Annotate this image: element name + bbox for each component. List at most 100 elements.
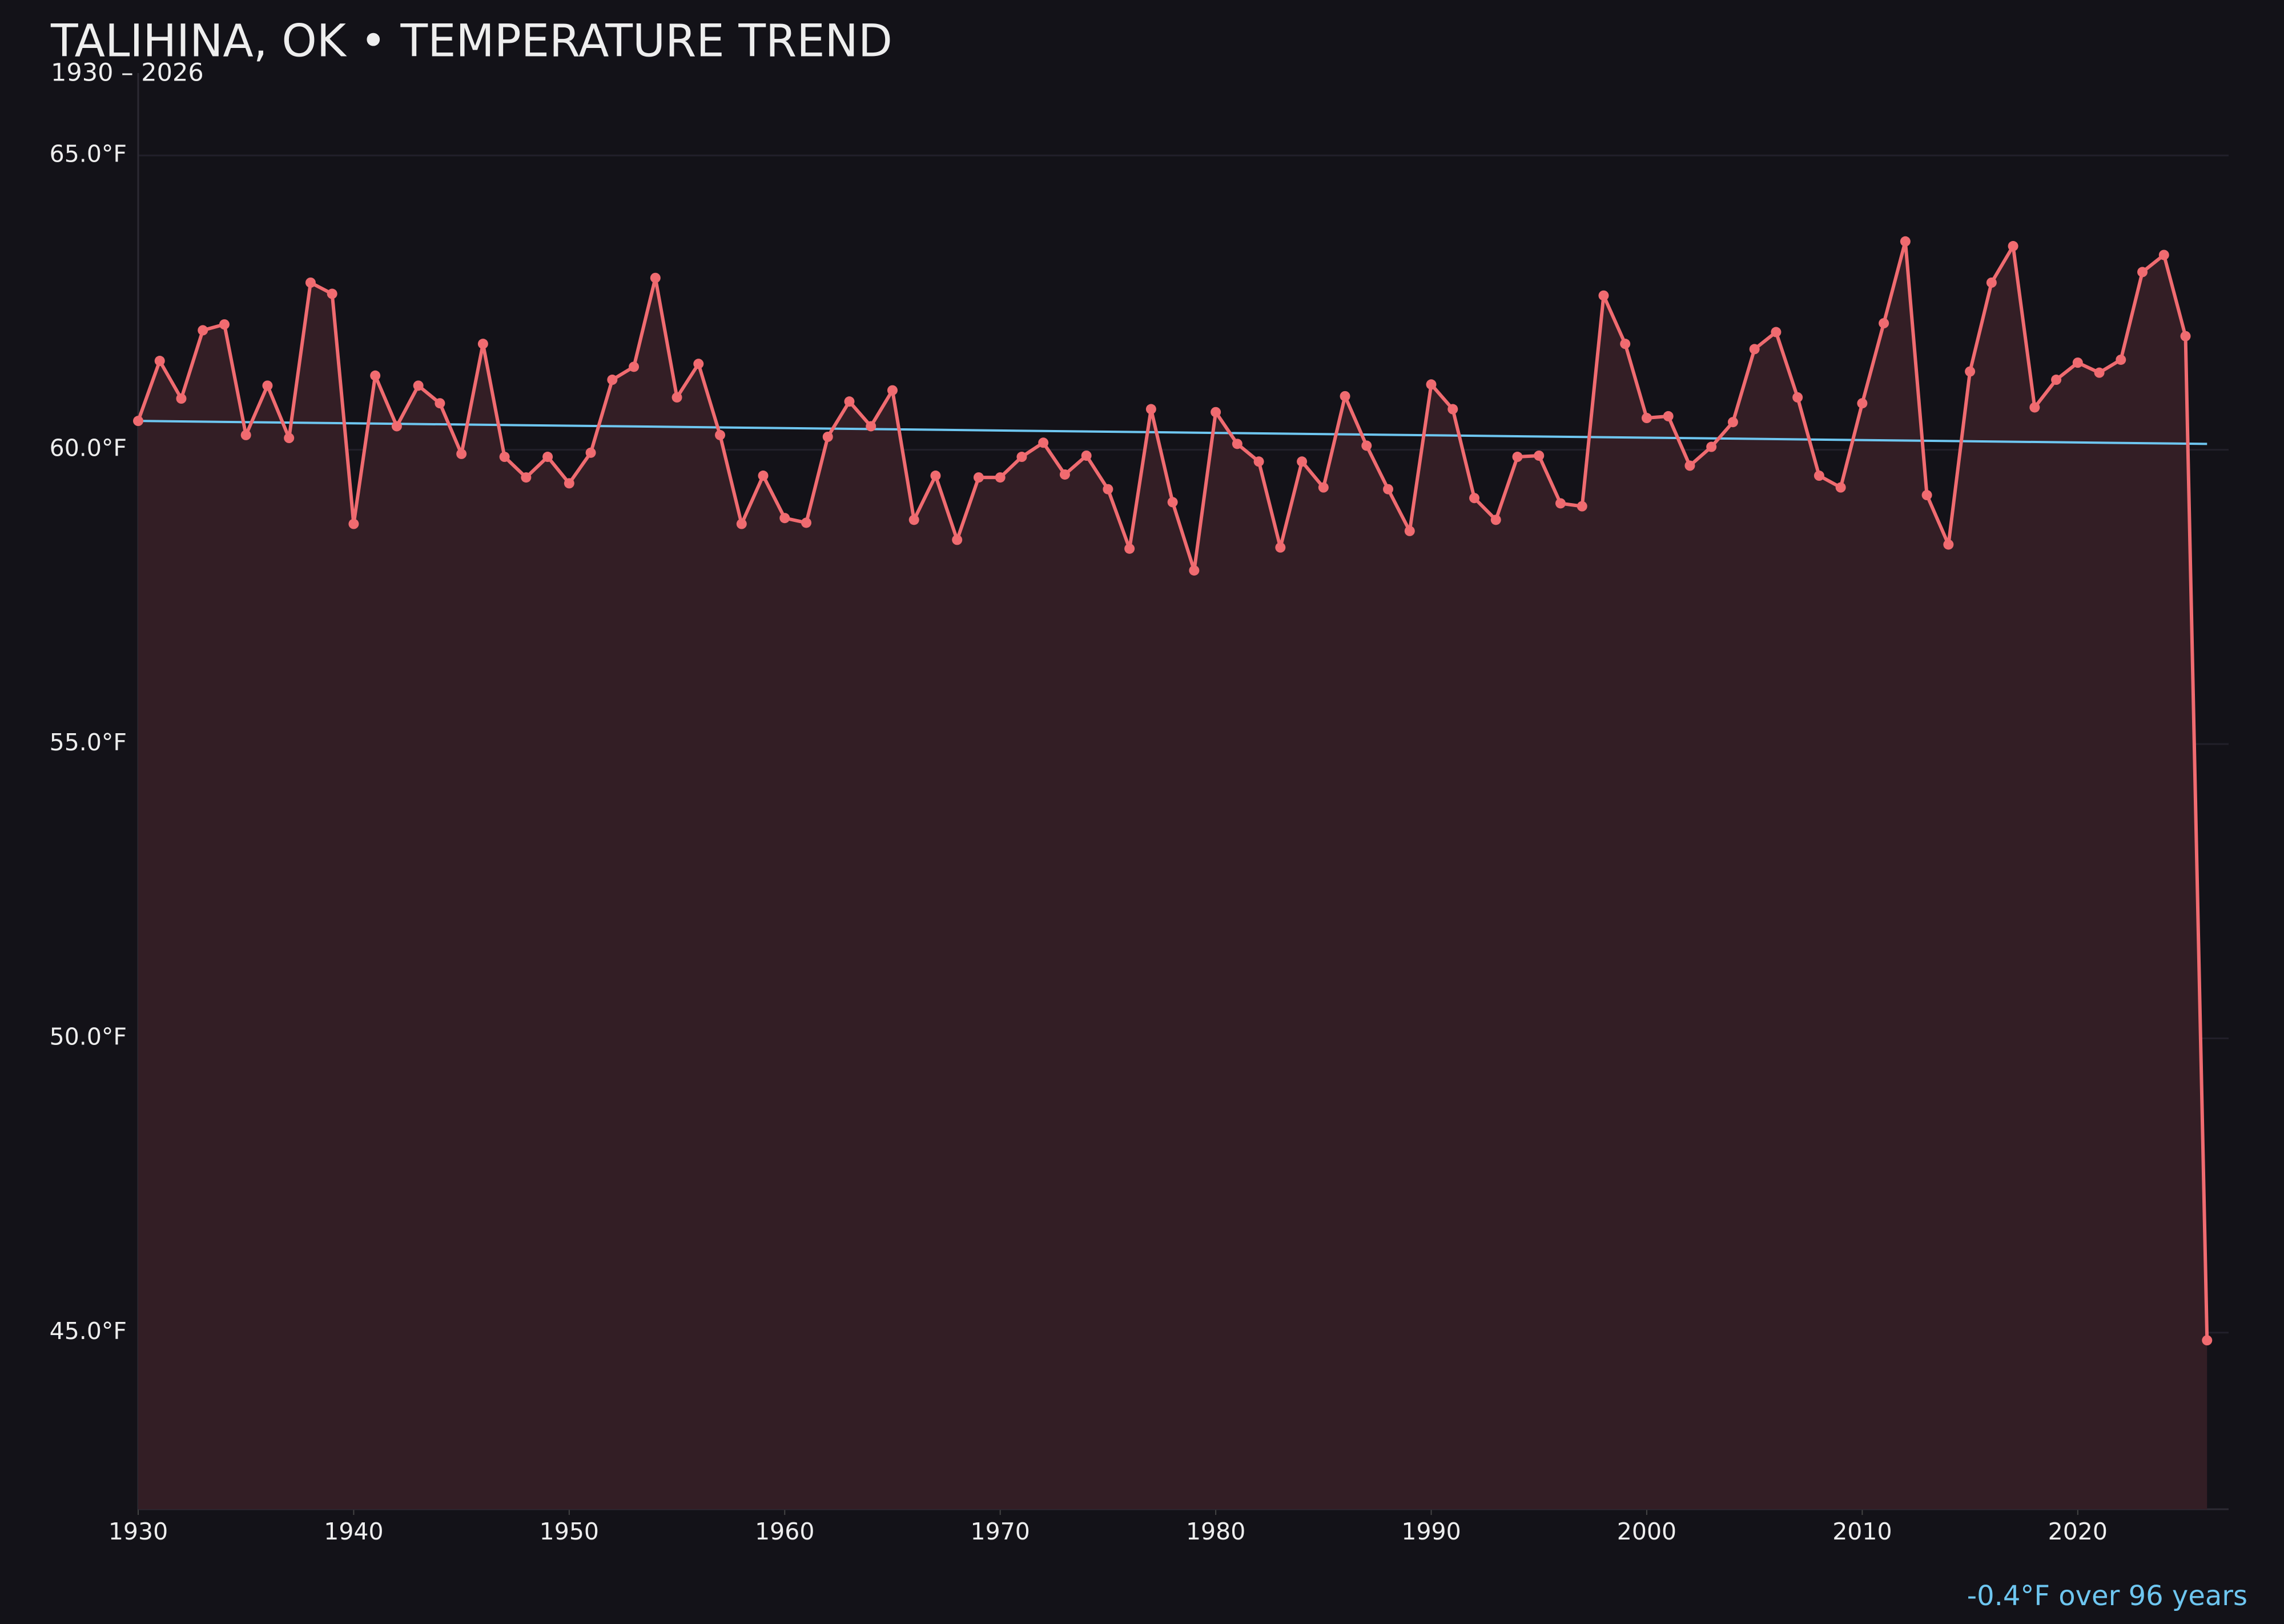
point bbox=[801, 517, 812, 528]
point bbox=[1189, 565, 1200, 576]
point bbox=[305, 277, 316, 288]
point bbox=[1727, 417, 1738, 428]
point bbox=[1490, 514, 1501, 525]
trend-line bbox=[138, 420, 2207, 445]
point bbox=[585, 447, 596, 458]
point bbox=[1404, 525, 1415, 536]
point bbox=[1900, 236, 1911, 247]
point bbox=[1965, 366, 1976, 377]
point bbox=[1340, 391, 1350, 401]
point bbox=[1620, 339, 1631, 349]
point bbox=[521, 472, 532, 483]
point bbox=[671, 392, 682, 403]
point bbox=[1534, 450, 1545, 461]
point bbox=[1706, 441, 1717, 452]
point bbox=[284, 433, 295, 444]
point bbox=[348, 518, 359, 529]
point bbox=[1103, 484, 1113, 495]
point bbox=[629, 361, 640, 372]
point bbox=[391, 421, 402, 432]
point bbox=[1167, 497, 1178, 508]
point bbox=[2094, 367, 2105, 378]
y-tick-label: 55.0°F bbox=[50, 729, 127, 756]
point bbox=[822, 431, 833, 442]
x-tick-label: 1950 bbox=[540, 1518, 599, 1545]
point bbox=[176, 393, 187, 404]
point bbox=[2180, 331, 2191, 341]
point bbox=[1598, 290, 1609, 301]
point bbox=[262, 380, 273, 391]
x-tick-label: 1970 bbox=[971, 1518, 1030, 1545]
point bbox=[1016, 452, 1027, 463]
point bbox=[1512, 452, 1523, 463]
point bbox=[370, 370, 381, 381]
y-tick-label: 50.0°F bbox=[50, 1023, 127, 1050]
point bbox=[2008, 241, 2018, 252]
point bbox=[1792, 392, 1803, 403]
point bbox=[1081, 450, 1092, 461]
point bbox=[1253, 456, 1264, 467]
point bbox=[1318, 482, 1329, 493]
point bbox=[1275, 542, 1286, 553]
point bbox=[2072, 357, 2083, 368]
point bbox=[2029, 402, 2040, 413]
point bbox=[1684, 460, 1695, 471]
point bbox=[779, 513, 790, 524]
point bbox=[1361, 440, 1372, 451]
point bbox=[435, 398, 445, 409]
point bbox=[2158, 250, 2169, 260]
point bbox=[2137, 267, 2148, 278]
point bbox=[995, 472, 1006, 483]
point bbox=[1641, 413, 1652, 424]
point bbox=[1297, 456, 1308, 467]
point bbox=[1921, 490, 1932, 501]
point bbox=[1879, 318, 1889, 329]
point bbox=[650, 272, 661, 283]
point bbox=[973, 472, 984, 483]
point bbox=[1232, 439, 1242, 449]
point bbox=[154, 356, 165, 367]
point bbox=[499, 452, 510, 463]
point bbox=[1813, 471, 1824, 481]
x-tick-label: 2000 bbox=[1617, 1518, 1676, 1545]
x-tick-label: 1940 bbox=[324, 1518, 383, 1545]
point bbox=[2202, 1335, 2213, 1346]
point bbox=[327, 288, 337, 299]
point bbox=[1145, 404, 1156, 415]
point bbox=[1447, 404, 1458, 415]
point bbox=[133, 416, 143, 427]
point bbox=[1469, 493, 1480, 504]
point bbox=[887, 385, 898, 396]
point bbox=[1986, 277, 1997, 288]
point bbox=[1059, 469, 1070, 480]
point bbox=[477, 339, 488, 349]
point bbox=[456, 448, 467, 459]
y-tick-label: 65.0°F bbox=[50, 140, 127, 167]
point bbox=[930, 471, 941, 481]
point bbox=[1211, 407, 1221, 417]
point bbox=[715, 429, 726, 440]
x-tick-label: 1990 bbox=[1401, 1518, 1461, 1545]
point bbox=[693, 359, 704, 369]
point bbox=[758, 471, 769, 481]
point bbox=[866, 421, 876, 432]
area bbox=[138, 241, 2207, 1509]
point bbox=[1124, 543, 1135, 554]
y-tick-label: 45.0°F bbox=[50, 1317, 127, 1345]
point bbox=[564, 478, 574, 489]
point bbox=[240, 429, 251, 440]
point bbox=[413, 380, 424, 391]
x-tick-label: 2010 bbox=[1832, 1518, 1892, 1545]
x-tick-label: 1930 bbox=[108, 1518, 168, 1545]
point bbox=[2051, 375, 2062, 385]
x-tick-label: 2020 bbox=[2048, 1518, 2108, 1545]
x-tick-label: 1960 bbox=[755, 1518, 814, 1545]
chart-title: TALIHINA, OK • TEMPERATURE TREND bbox=[50, 15, 892, 67]
point bbox=[1835, 482, 1846, 493]
point bbox=[198, 325, 208, 336]
point bbox=[1038, 437, 1049, 448]
chart-subtitle: 1930 – 2026 bbox=[51, 59, 204, 87]
point bbox=[1383, 484, 1394, 495]
point bbox=[219, 319, 230, 330]
